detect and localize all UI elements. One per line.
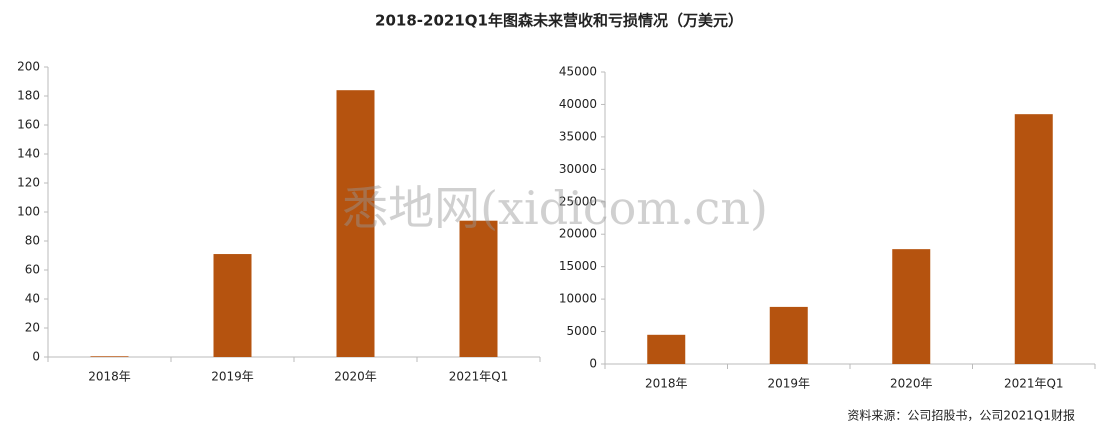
y-tick-label: 160 xyxy=(17,118,40,132)
y-tick-label: 60 xyxy=(25,263,40,277)
y-tick-label: 15000 xyxy=(559,259,597,273)
x-tick-label: 2019年 xyxy=(211,370,254,384)
y-tick-label: 25000 xyxy=(559,194,597,208)
x-tick-label: 2018年 xyxy=(88,370,131,384)
y-tick-label: 0 xyxy=(589,357,597,371)
x-tick-label: 2021年Q1 xyxy=(1004,377,1064,391)
bar xyxy=(213,254,252,357)
x-tick-label: 2021年Q1 xyxy=(449,370,509,384)
y-tick-label: 35000 xyxy=(559,129,597,143)
bar xyxy=(892,249,931,364)
bar xyxy=(647,334,686,364)
y-tick-label: 200 xyxy=(17,60,40,74)
bar xyxy=(769,306,808,364)
y-tick-label: 10000 xyxy=(559,292,597,306)
x-tick-label: 2020年 xyxy=(334,370,377,384)
bar xyxy=(459,220,498,357)
y-tick-label: 0 xyxy=(32,350,40,364)
y-tick-label: 40 xyxy=(25,292,40,306)
y-tick-label: 20 xyxy=(25,321,40,335)
x-tick-label: 2020年 xyxy=(890,377,933,391)
y-tick-label: 100 xyxy=(17,205,40,219)
chart-title: 2018-2021Q1年图森未来营收和亏损情况（万美元） xyxy=(375,12,743,30)
y-tick-label: 120 xyxy=(17,176,40,190)
y-tick-label: 45000 xyxy=(559,65,597,79)
watermark: 悉地网(xidicom.cn) xyxy=(342,181,768,235)
bar xyxy=(1014,114,1053,364)
x-tick-label: 2019年 xyxy=(767,377,810,391)
bar xyxy=(336,90,375,357)
y-tick-label: 80 xyxy=(25,234,40,248)
y-tick-label: 5000 xyxy=(566,324,597,338)
y-tick-label: 40000 xyxy=(559,97,597,111)
y-tick-label: 30000 xyxy=(559,162,597,176)
bar xyxy=(90,356,129,357)
y-tick-label: 180 xyxy=(17,89,40,103)
x-tick-label: 2018年 xyxy=(645,377,688,391)
source-note: 资料来源：公司招股书，公司2021Q1财报 xyxy=(847,408,1075,423)
y-tick-label: 140 xyxy=(17,147,40,161)
y-tick-label: 20000 xyxy=(559,227,597,241)
